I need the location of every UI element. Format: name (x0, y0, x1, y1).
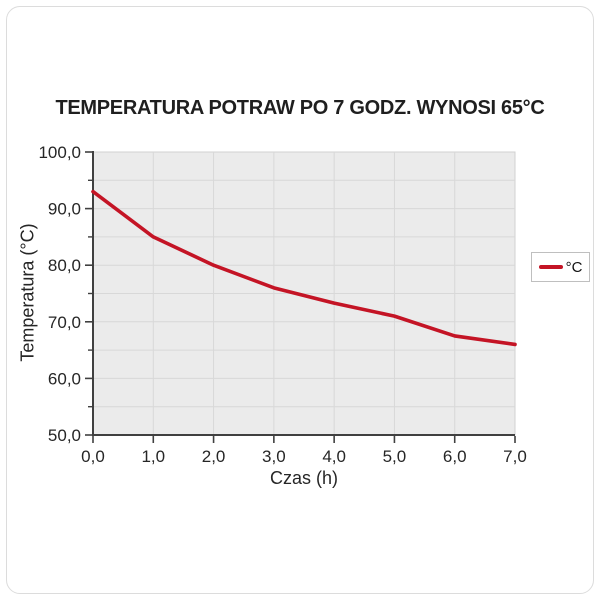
x-tick-label: 6,0 (443, 447, 467, 466)
x-tick-label: 4,0 (322, 447, 346, 466)
x-tick-label: 7,0 (503, 447, 527, 466)
y-tick-label: 60,0 (48, 369, 81, 388)
y-tick-label: 70,0 (48, 313, 81, 332)
legend-series-label: °C (565, 258, 583, 276)
y-tick-label: 100,0 (38, 143, 81, 162)
x-tick-label: 5,0 (383, 447, 407, 466)
x-tick-label: 0,0 (81, 447, 105, 466)
legend: °C (531, 252, 590, 282)
y-tick-label: 50,0 (48, 426, 81, 445)
y-tick-label: 80,0 (48, 256, 81, 275)
legend-line-swatch (538, 265, 563, 269)
x-tick-label: 3,0 (262, 447, 286, 466)
y-axis-title: Temperatura (°C) (17, 223, 38, 362)
y-tick-label: 90,0 (48, 200, 81, 219)
chart-title: TEMPERATURA POTRAW PO 7 GODZ. WYNOSI 65°… (55, 97, 545, 119)
x-tick-label: 1,0 (141, 447, 165, 466)
temperature-line (91, 189, 517, 347)
x-axis-title: Czas (h) (269, 468, 338, 488)
x-tick-label: 2,0 (202, 447, 226, 466)
